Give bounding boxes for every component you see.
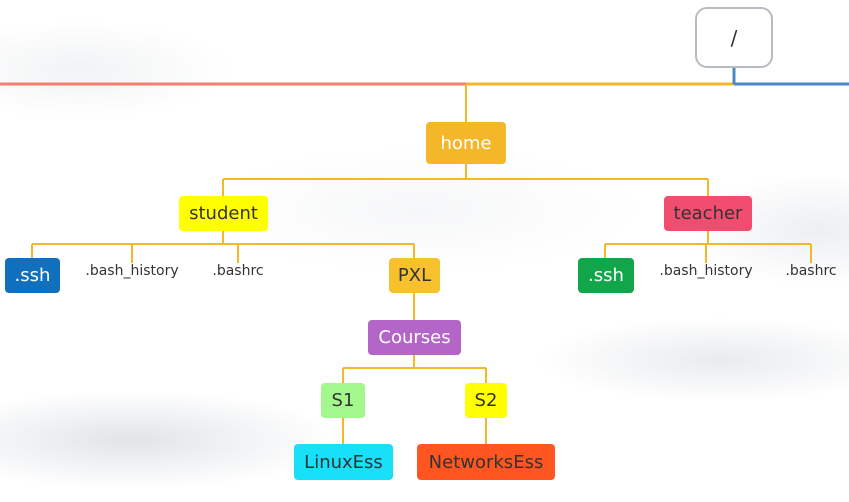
home-node[interactable]: home	[426, 122, 506, 164]
s1-node[interactable]: S1	[321, 383, 365, 418]
networksess-node[interactable]: NetworksEss	[417, 444, 555, 480]
courses-node[interactable]: Courses	[368, 320, 461, 355]
teacher-node[interactable]: teacher	[664, 196, 752, 231]
s2-node[interactable]: S2	[465, 383, 507, 418]
root-node[interactable]: /	[695, 7, 773, 68]
teacher-bashrc-label[interactable]: .bashrc	[785, 263, 837, 279]
student-node[interactable]: student	[179, 196, 268, 231]
teacher-bash-history-label[interactable]: .bash_history	[659, 263, 753, 279]
teacher-ssh-node[interactable]: .ssh	[578, 258, 634, 293]
linuxess-node[interactable]: LinuxEss	[294, 444, 393, 480]
student-bash-history-label[interactable]: .bash_history	[85, 263, 179, 279]
pxl-node[interactable]: PXL	[389, 258, 440, 293]
student-ssh-node[interactable]: .ssh	[5, 258, 60, 293]
student-bashrc-label[interactable]: .bashrc	[212, 263, 264, 279]
